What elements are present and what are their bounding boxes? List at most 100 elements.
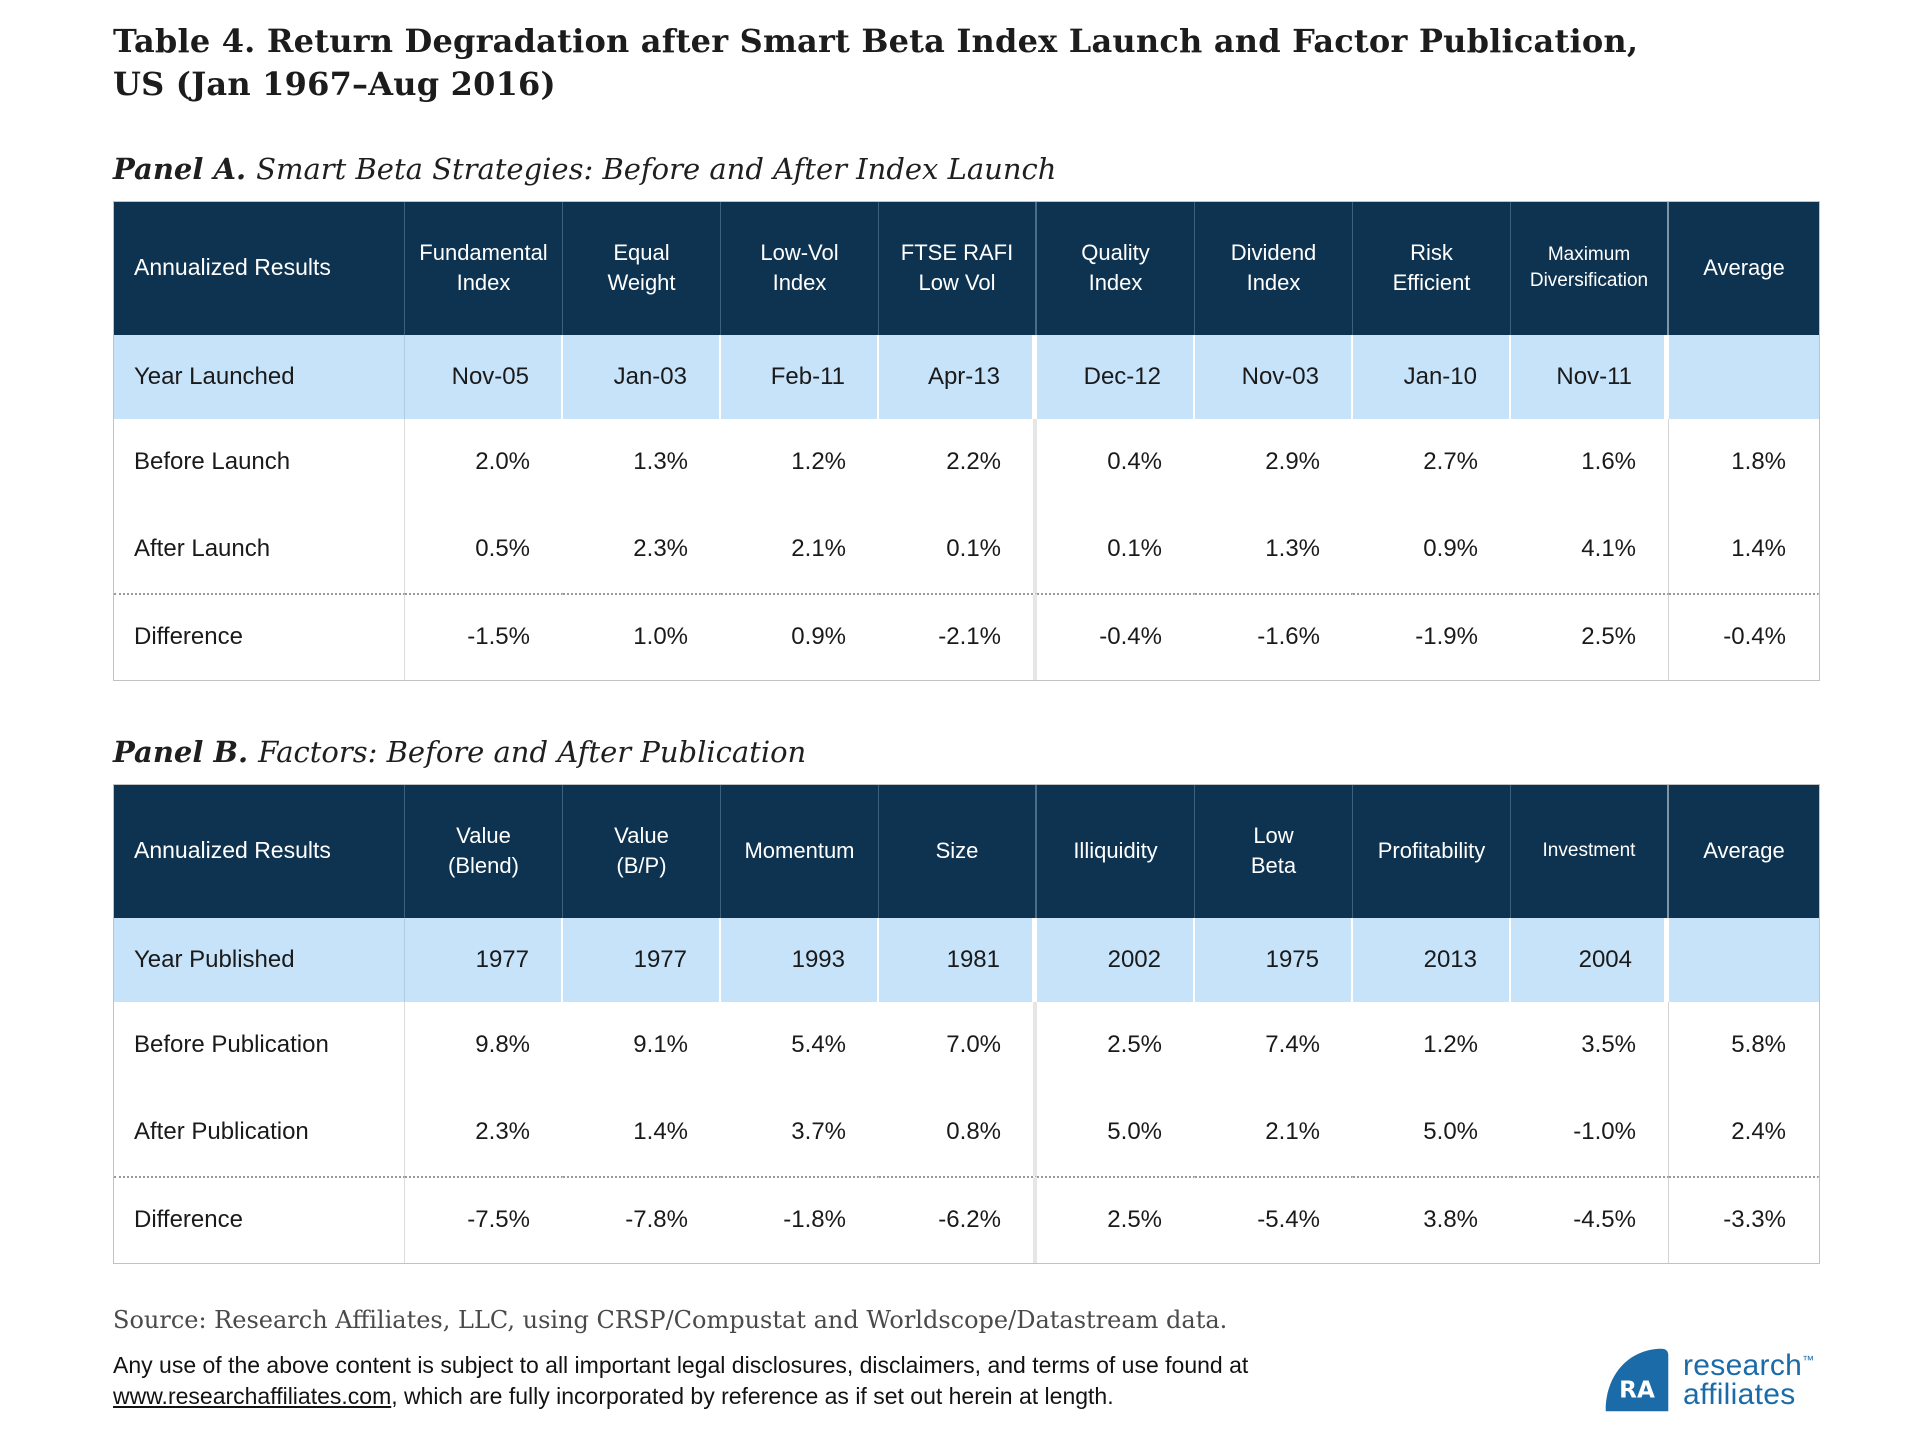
table-cell: 5.0% bbox=[1037, 1088, 1195, 1176]
column-header: Fundamental Index bbox=[405, 201, 563, 335]
page-title: Table 4. Return Degradation after Smart … bbox=[113, 20, 1820, 106]
panel-b-label: Panel B. bbox=[113, 734, 249, 769]
table-cell: 3.5% bbox=[1511, 1001, 1669, 1089]
table-cell: -1.6% bbox=[1195, 592, 1353, 680]
table-cell: 5.4% bbox=[721, 1001, 879, 1089]
table-cell: Apr-13 bbox=[879, 334, 1037, 419]
researchaffiliates-link[interactable]: www.researchaffiliates.com bbox=[113, 1383, 392, 1410]
table-cell: 2.9% bbox=[1195, 418, 1353, 506]
table-cell: 0.9% bbox=[1353, 505, 1511, 593]
table-cell: Nov-05 bbox=[405, 334, 563, 419]
table-cell: 0.5% bbox=[405, 505, 563, 593]
table-row: Difference -7.5% -7.8% -1.8% -6.2% 2.5% -5.4% 3… bbox=[114, 1175, 1819, 1263]
logo-word-affiliates: affiliates bbox=[1683, 1378, 1796, 1411]
table-cell: 9.8% bbox=[405, 1001, 563, 1089]
column-header: Equal Weight bbox=[563, 201, 721, 335]
column-header: Investment bbox=[1511, 784, 1669, 918]
table-cell: 1977 bbox=[405, 917, 563, 1002]
row-label: Difference bbox=[114, 592, 405, 680]
table-cell: 2.5% bbox=[1037, 1175, 1195, 1263]
table-cell: 2.1% bbox=[1195, 1088, 1353, 1176]
table-cell: Dec-12 bbox=[1037, 334, 1195, 419]
table-cell: 2013 bbox=[1353, 917, 1511, 1002]
column-header: Value (Blend) bbox=[405, 784, 563, 918]
column-header: Size bbox=[879, 784, 1037, 918]
row-label: Before Launch bbox=[114, 418, 405, 506]
table-cell: -0.4% bbox=[1037, 592, 1195, 680]
table-cell: -5.4% bbox=[1195, 1175, 1353, 1263]
trademark-symbol: ™ bbox=[1802, 1352, 1815, 1367]
ra-logo-icon: RA bbox=[1605, 1348, 1669, 1412]
table-cell: 7.0% bbox=[879, 1001, 1037, 1089]
column-header: Average bbox=[1669, 201, 1819, 335]
table-cell: 2.4% bbox=[1669, 1088, 1819, 1176]
table-cell: 0.1% bbox=[879, 505, 1037, 593]
table-cell: 2.5% bbox=[1511, 592, 1669, 680]
column-header: Dividend Index bbox=[1195, 201, 1353, 335]
table-cell: 1993 bbox=[721, 917, 879, 1002]
table-cell: 3.7% bbox=[721, 1088, 879, 1176]
table-cell: 1.4% bbox=[1669, 505, 1819, 593]
table-cell: 2.5% bbox=[1037, 1001, 1195, 1089]
table-cell bbox=[1669, 334, 1819, 419]
table-cell: 5.0% bbox=[1353, 1088, 1511, 1176]
table-cell: 0.9% bbox=[721, 592, 879, 680]
panel-a-heading: Panel A. Smart Beta Strategies: Before an… bbox=[113, 152, 1820, 186]
table-row: Year Launched Nov-05 Jan-03 Feb-11 Apr-13 Dec… bbox=[114, 334, 1819, 419]
panel-b-subtitle: Factors: Before and After Publication bbox=[258, 734, 807, 769]
table-cell: 3.8% bbox=[1353, 1175, 1511, 1263]
table-cell: -2.1% bbox=[879, 592, 1037, 680]
table-cell: -6.2% bbox=[879, 1175, 1037, 1263]
table-cell: -3.3% bbox=[1669, 1175, 1819, 1263]
table-row: After Launch 0.5% 2.3% 2.1% 0.1% 0.1% 1.3% 0.9%… bbox=[114, 505, 1819, 593]
table-cell: 0.8% bbox=[879, 1088, 1037, 1176]
table-cell: Jan-10 bbox=[1353, 334, 1511, 419]
table-cell: 1977 bbox=[563, 917, 721, 1002]
row-label: Difference bbox=[114, 1175, 405, 1263]
logo-text: research™ affiliates bbox=[1683, 1348, 1815, 1411]
column-header: Annualized Results bbox=[114, 201, 405, 335]
source-note: Source: Research Affiliates, LLC, using … bbox=[113, 1305, 1228, 1334]
column-header: Annualized Results bbox=[114, 784, 405, 918]
table-cell: 7.4% bbox=[1195, 1001, 1353, 1089]
column-header: Low Beta bbox=[1195, 784, 1353, 918]
table-cell: Nov-03 bbox=[1195, 334, 1353, 419]
table-cell: 2.7% bbox=[1353, 418, 1511, 506]
panel-b-table: Annualized Results Value (Blend) Value (B/… bbox=[113, 783, 1820, 1264]
table-cell: -7.5% bbox=[405, 1175, 563, 1263]
table-cell: -1.0% bbox=[1511, 1088, 1669, 1176]
panel-a-label: Panel A. bbox=[113, 151, 247, 186]
page-title-line2: US (Jan 1967–Aug 2016) bbox=[113, 64, 556, 103]
column-header: Average bbox=[1669, 784, 1819, 918]
table-cell: 1.8% bbox=[1669, 418, 1819, 506]
research-affiliates-logo: RA research™ affiliates bbox=[1603, 1346, 1814, 1414]
table-cell: -1.9% bbox=[1353, 592, 1511, 680]
table-row: Difference -1.5% 1.0% 0.9% -2.1% -0.4% -1.6% -1… bbox=[114, 592, 1819, 680]
table-cell: 1.2% bbox=[1353, 1001, 1511, 1089]
table-cell: -1.8% bbox=[721, 1175, 879, 1263]
table-cell: 5.8% bbox=[1669, 1001, 1819, 1089]
table-cell: 2.3% bbox=[405, 1088, 563, 1176]
page-title-line1: Table 4. Return Degradation after Smart … bbox=[113, 22, 1639, 60]
table-cell: -7.8% bbox=[563, 1175, 721, 1263]
panel-b-heading: Panel B. Factors: Before and After Public… bbox=[113, 735, 1820, 769]
content-area: Table 4. Return Degradation after Smart … bbox=[113, 0, 1820, 1412]
table-cell: 2002 bbox=[1037, 917, 1195, 1002]
table-cell: 1975 bbox=[1195, 917, 1353, 1002]
panel-a-subtitle: Smart Beta Strategies: Before and After … bbox=[256, 151, 1057, 186]
column-header: Momentum bbox=[721, 784, 879, 918]
table-row: Year Published 1977 1977 1993 1981 2002 1975 20… bbox=[114, 917, 1819, 1002]
table-cell bbox=[1669, 917, 1819, 1002]
table-cell: Jan-03 bbox=[563, 334, 721, 419]
table-cell: 2.3% bbox=[563, 505, 721, 593]
table-cell: 2.2% bbox=[879, 418, 1037, 506]
table-cell: 2.1% bbox=[721, 505, 879, 593]
table-header-row: Annualized Results Value (Blend) Value (B/… bbox=[114, 784, 1819, 918]
table-header-row: Annualized Results Fundamental Index Equal… bbox=[114, 201, 1819, 335]
column-header: Risk Efficient bbox=[1353, 201, 1511, 335]
table-cell: 1.6% bbox=[1511, 418, 1669, 506]
logo-word-research: research bbox=[1683, 1348, 1803, 1382]
table-row: Before Publication 9.8% 9.1% 5.4% 7.0% 2.5% 7.… bbox=[114, 1001, 1819, 1089]
row-label: After Launch bbox=[114, 505, 405, 593]
